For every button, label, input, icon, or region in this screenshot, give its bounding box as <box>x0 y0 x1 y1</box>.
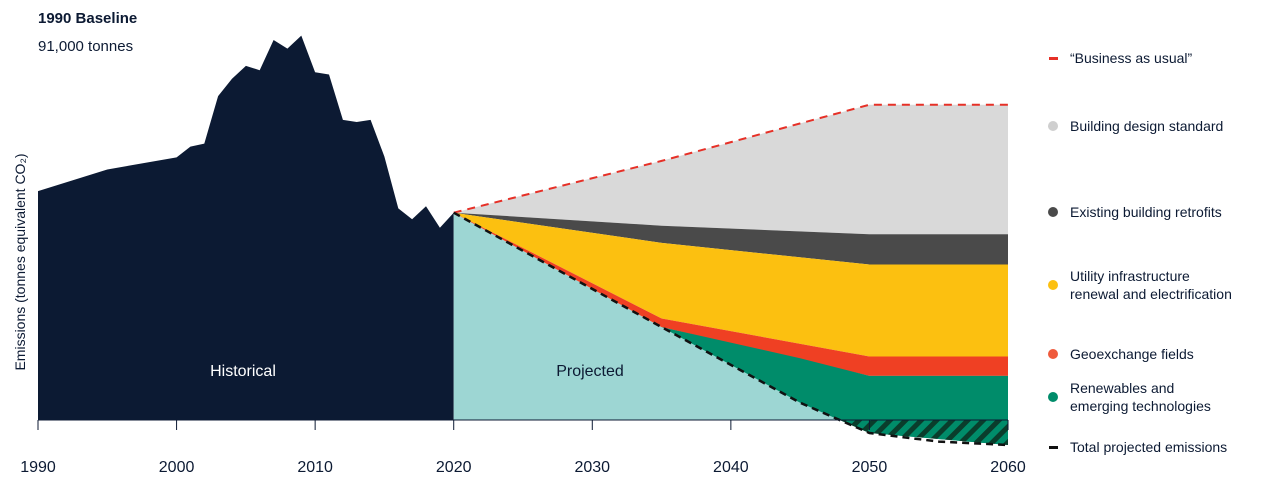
legend-dot <box>1048 207 1058 217</box>
x-tick-label: 2060 <box>990 459 1026 476</box>
legend-item-utility-infrastructure: Utility infrastructure renewal and elect… <box>1046 267 1232 303</box>
band-renewables-and-emerging-technologies <box>453 212 1008 445</box>
legend-label: “Business as usual” <box>1070 50 1193 66</box>
total-projected-emissions-line <box>453 211 1009 447</box>
x-tick-label: 2030 <box>574 459 610 476</box>
band-existing-building-retrofits <box>453 212 1008 265</box>
legend-item-building-design-standard: Building design standard <box>1046 117 1223 135</box>
band-building-design-standard <box>453 104 1008 235</box>
legend-label: Geoexchange fields <box>1070 346 1194 362</box>
legend-item-geoexchange-fields: Geoexchange fields <box>1046 345 1194 363</box>
legend-dot <box>1048 280 1058 290</box>
legend-dot <box>1048 349 1058 359</box>
legend-label: Renewables and emerging technologies <box>1070 380 1211 414</box>
legend-item-total-projected-emissions: Total projected emissions <box>1046 438 1227 456</box>
x-tick-label: 2000 <box>159 459 195 476</box>
x-tick-label: 2010 <box>297 459 333 476</box>
band-utility-infrastructure-renewal-and-electrification <box>453 212 1008 357</box>
legend-dot <box>1048 121 1058 131</box>
projected-area <box>453 212 842 420</box>
x-tick-label: 1990 <box>20 459 56 476</box>
legend-label: Utility infrastructure renewal and elect… <box>1070 268 1232 302</box>
historical-area <box>38 35 454 420</box>
historical-label: Historical <box>210 363 276 380</box>
legend-label: Building design standard <box>1070 118 1224 134</box>
legend-dash-red <box>1048 56 1058 60</box>
projected-label: Projected <box>556 363 624 380</box>
legend-dash-black <box>1048 445 1058 449</box>
x-tick-label: 2050 <box>852 459 888 476</box>
y-axis-label: Emissions (tonnes equivalent CO₂) <box>12 153 28 371</box>
legend-label: Existing building retrofits <box>1070 204 1222 220</box>
legend-item-business-as-usual: “Business as usual” <box>1046 49 1192 67</box>
x-tick-label: 2020 <box>436 459 472 476</box>
legend-dot <box>1048 392 1058 402</box>
x-tick-label: 2040 <box>713 459 749 476</box>
legend-item-renewables: Renewables and emerging technologies <box>1046 379 1211 415</box>
legend-label: Total projected emissions <box>1070 439 1228 455</box>
baseline-title: 1990 Baseline <box>38 10 138 27</box>
legend: “Business as usual” Building design stan… <box>1046 0 1287 477</box>
legend-item-existing-building-retrofits: Existing building retrofits <box>1046 203 1222 221</box>
baseline-value: 91,000 tonnes <box>38 38 134 55</box>
